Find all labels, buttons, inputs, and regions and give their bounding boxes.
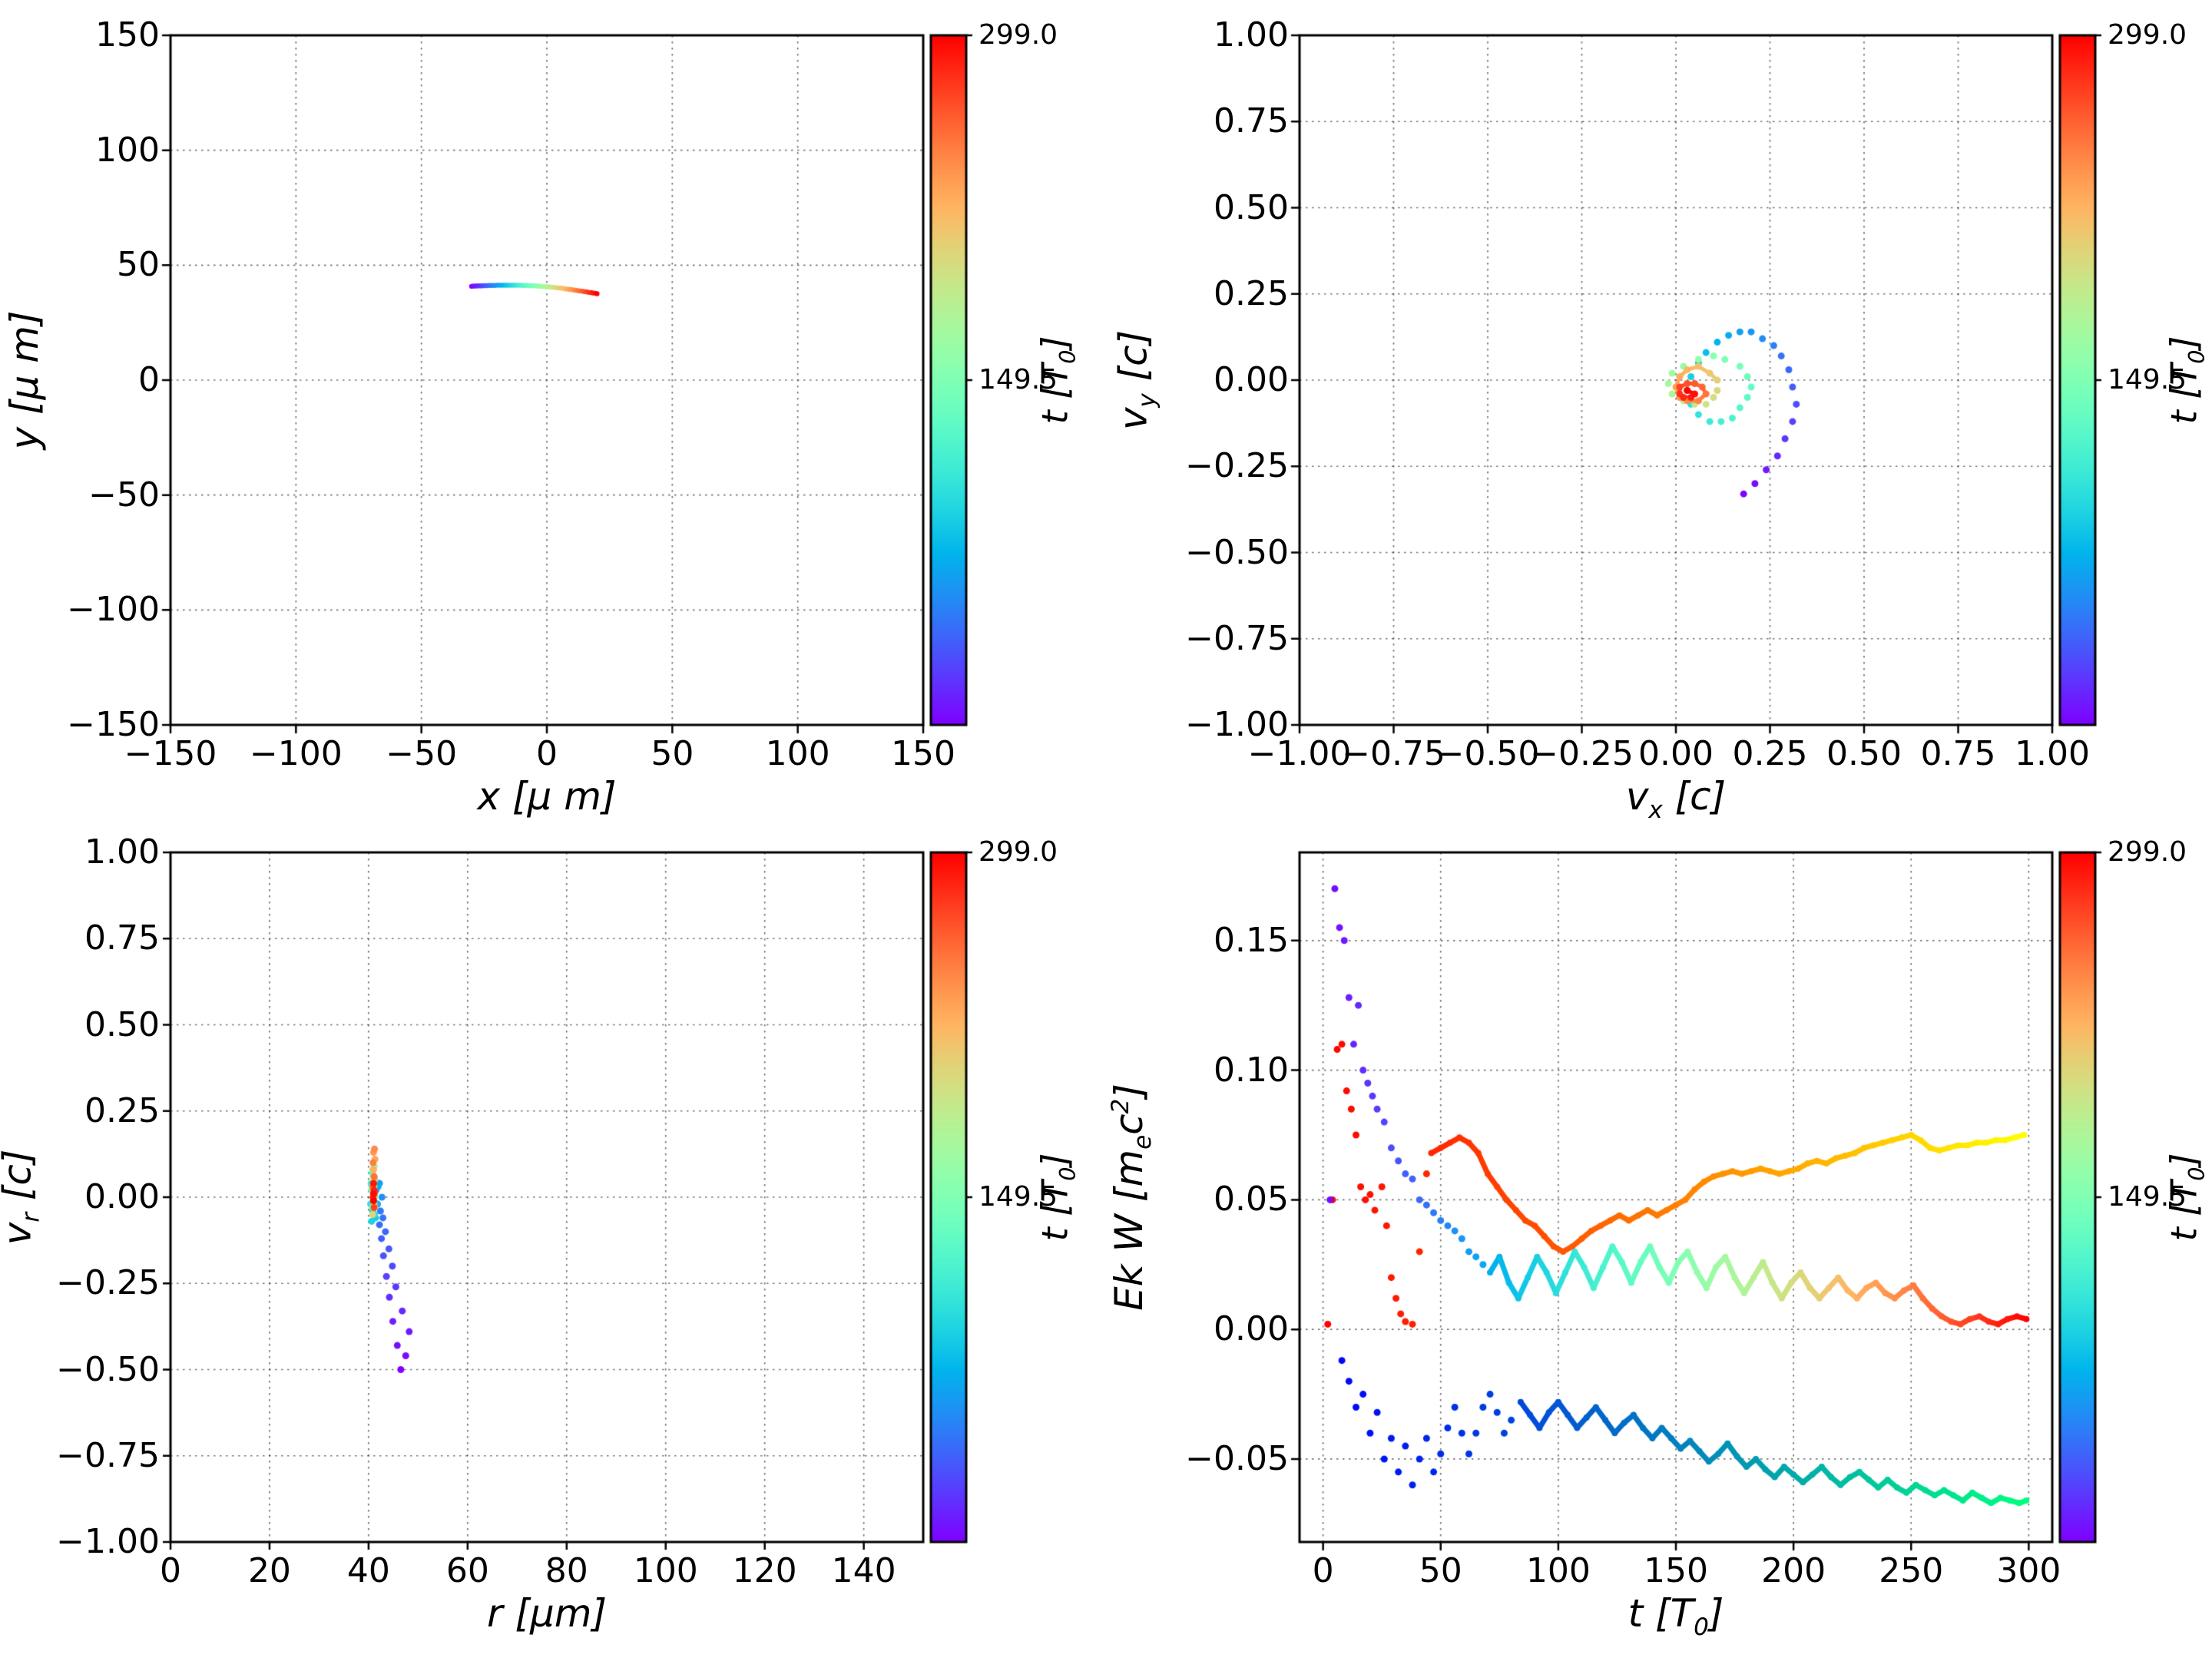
y-tick-label: 0.10 [1214, 1050, 1289, 1090]
vx-vy-plot-canvas [1287, 23, 2065, 737]
x-tick-label: 100 [765, 734, 830, 773]
y-axis-label: vy [c] [1111, 329, 1161, 431]
y-tick-label: −0.50 [1185, 532, 1289, 572]
y-tick-label: −100 [67, 590, 160, 630]
x-tick-label: 50 [651, 734, 694, 773]
x-tick-label: 0 [1312, 1551, 1334, 1590]
y-tick-label: 0.25 [1214, 273, 1289, 313]
x-tick-label: 20 [247, 1551, 291, 1590]
x-axis-label: x [μ m] [477, 774, 617, 819]
colorbar-tick-label: 149.5 [2108, 364, 2187, 395]
x-tick-label: 50 [1419, 1551, 1462, 1590]
x-tick-label: 0 [160, 1551, 181, 1590]
x-tick-label: 0.75 [1920, 734, 1996, 773]
y-tick-label: −0.50 [56, 1349, 160, 1389]
y-tick-label: −0.75 [56, 1435, 160, 1475]
x-tick-label: 120 [732, 1551, 797, 1590]
xy-plot-canvas [158, 23, 935, 737]
x-tick-label: −0.25 [1530, 734, 1634, 773]
x-tick-label: 1.00 [2015, 734, 2090, 773]
y-tick-label: −0.25 [1185, 446, 1289, 486]
time-colorbar [2058, 32, 2104, 728]
colorbar-tick-label: 299.0 [2108, 836, 2187, 868]
y-tick-label: −0.75 [1185, 618, 1289, 658]
y-tick-label: 0.00 [1214, 360, 1289, 399]
x-tick-label: −0.50 [1435, 734, 1540, 773]
time-colorbar [929, 32, 975, 728]
x-tick-label: −150 [124, 734, 217, 773]
panel-velocity-vx-vy: −1.00 −0.75 −0.50 −0.25 0.00 0.25 0.50 0.75 1.00… [1111, 18, 2210, 822]
y-tick-label: 0.75 [1214, 101, 1289, 141]
y-tick-label: 0.50 [84, 1004, 160, 1044]
x-axis-label: t [T0] [1628, 1591, 1724, 1641]
y-tick-label: −150 [67, 705, 160, 744]
x-tick-label: 200 [1761, 1551, 1826, 1590]
y-tick-label: −1.00 [56, 1522, 160, 1561]
x-tick-label: 100 [1525, 1551, 1591, 1590]
colorbar-tick-label: 299.0 [2108, 19, 2187, 51]
x-tick-label: 150 [891, 734, 955, 773]
y-tick-label: −0.05 [1185, 1438, 1289, 1478]
y-tick-label: 1.00 [1214, 15, 1289, 55]
x-tick-label: 0.00 [1638, 734, 1714, 773]
y-tick-label: 50 [117, 245, 160, 285]
y-axis-label: vr [c] [0, 1149, 45, 1246]
y-tick-label: 0.50 [1214, 187, 1289, 227]
x-tick-label: 80 [545, 1551, 588, 1590]
y-axis-label: Ek W [mec2] [1106, 1084, 1157, 1311]
y-tick-label: 0.75 [84, 918, 160, 958]
y-tick-label: 0 [138, 360, 160, 399]
y-tick-label: 0.25 [84, 1090, 160, 1130]
y-tick-label: 0.15 [1214, 920, 1289, 960]
x-tick-label: 300 [1996, 1551, 2061, 1590]
colorbar-tick-label: 149.5 [979, 364, 1058, 395]
x-tick-label: 140 [831, 1551, 896, 1590]
time-colorbar [929, 849, 975, 1545]
x-tick-label: −1.00 [1247, 734, 1352, 773]
x-tick-label: 250 [1879, 1551, 1944, 1590]
colorbar-label: t [T0] [1034, 336, 1081, 425]
x-tick-label: −100 [249, 734, 343, 773]
x-tick-label: 0 [536, 734, 558, 773]
colorbar-tick-label: 149.5 [979, 1181, 1058, 1213]
colorbar-tick-label: 149.5 [2108, 1181, 2187, 1213]
time-colorbar [2058, 849, 2104, 1545]
colorbar-tick-label: 299.0 [979, 836, 1058, 868]
x-axis-label: r [μm] [487, 1591, 607, 1636]
y-tick-label: −50 [88, 475, 160, 515]
x-axis-label: vx [c] [1625, 774, 1727, 824]
y-tick-label: −1.00 [1185, 705, 1289, 744]
y-axis-label: y [μ m] [2, 310, 47, 450]
y-tick-label: 0.00 [1214, 1309, 1289, 1349]
panel-radial-phase-space: 0 20 40 60 80 100 120 140 1.00 0.75 0.50 0.25 0.00−… [0, 836, 1081, 1633]
panel-energy-vs-time: 0 50 100 150 200 250 300 0.15 0.10 0.05 0.00 −0.05… [1107, 839, 2210, 1640]
r-vr-plot-canvas [158, 840, 935, 1554]
y-tick-label: −0.25 [56, 1263, 160, 1303]
x-tick-label: 150 [1644, 1551, 1708, 1590]
y-tick-label: 1.00 [84, 832, 160, 872]
x-tick-label: 60 [445, 1551, 489, 1590]
x-tick-label: 0.25 [1732, 734, 1808, 773]
colorbar-label: t [T0] [2163, 1153, 2210, 1242]
y-tick-label: 100 [95, 130, 160, 170]
colorbar-label: t [T0] [1034, 1153, 1081, 1242]
y-tick-label: 150 [95, 15, 160, 55]
x-tick-label: −0.75 [1342, 734, 1445, 773]
panel-position-xy: −150 −100 −50 0 50 100 150 150 100 50 0 −50 −100 −15… [2, 18, 1081, 816]
x-tick-label: −50 [386, 734, 458, 773]
energy-plot-canvas [1287, 840, 2065, 1554]
y-tick-label: 0.05 [1214, 1180, 1289, 1219]
colorbar-tick-label: 299.0 [979, 19, 1058, 51]
x-tick-label: 0.50 [1826, 734, 1902, 773]
x-tick-label: 100 [633, 1551, 698, 1590]
colorbar-label: t [T0] [2163, 336, 2210, 425]
y-tick-label: 0.00 [84, 1177, 160, 1216]
x-tick-label: 40 [346, 1551, 390, 1590]
